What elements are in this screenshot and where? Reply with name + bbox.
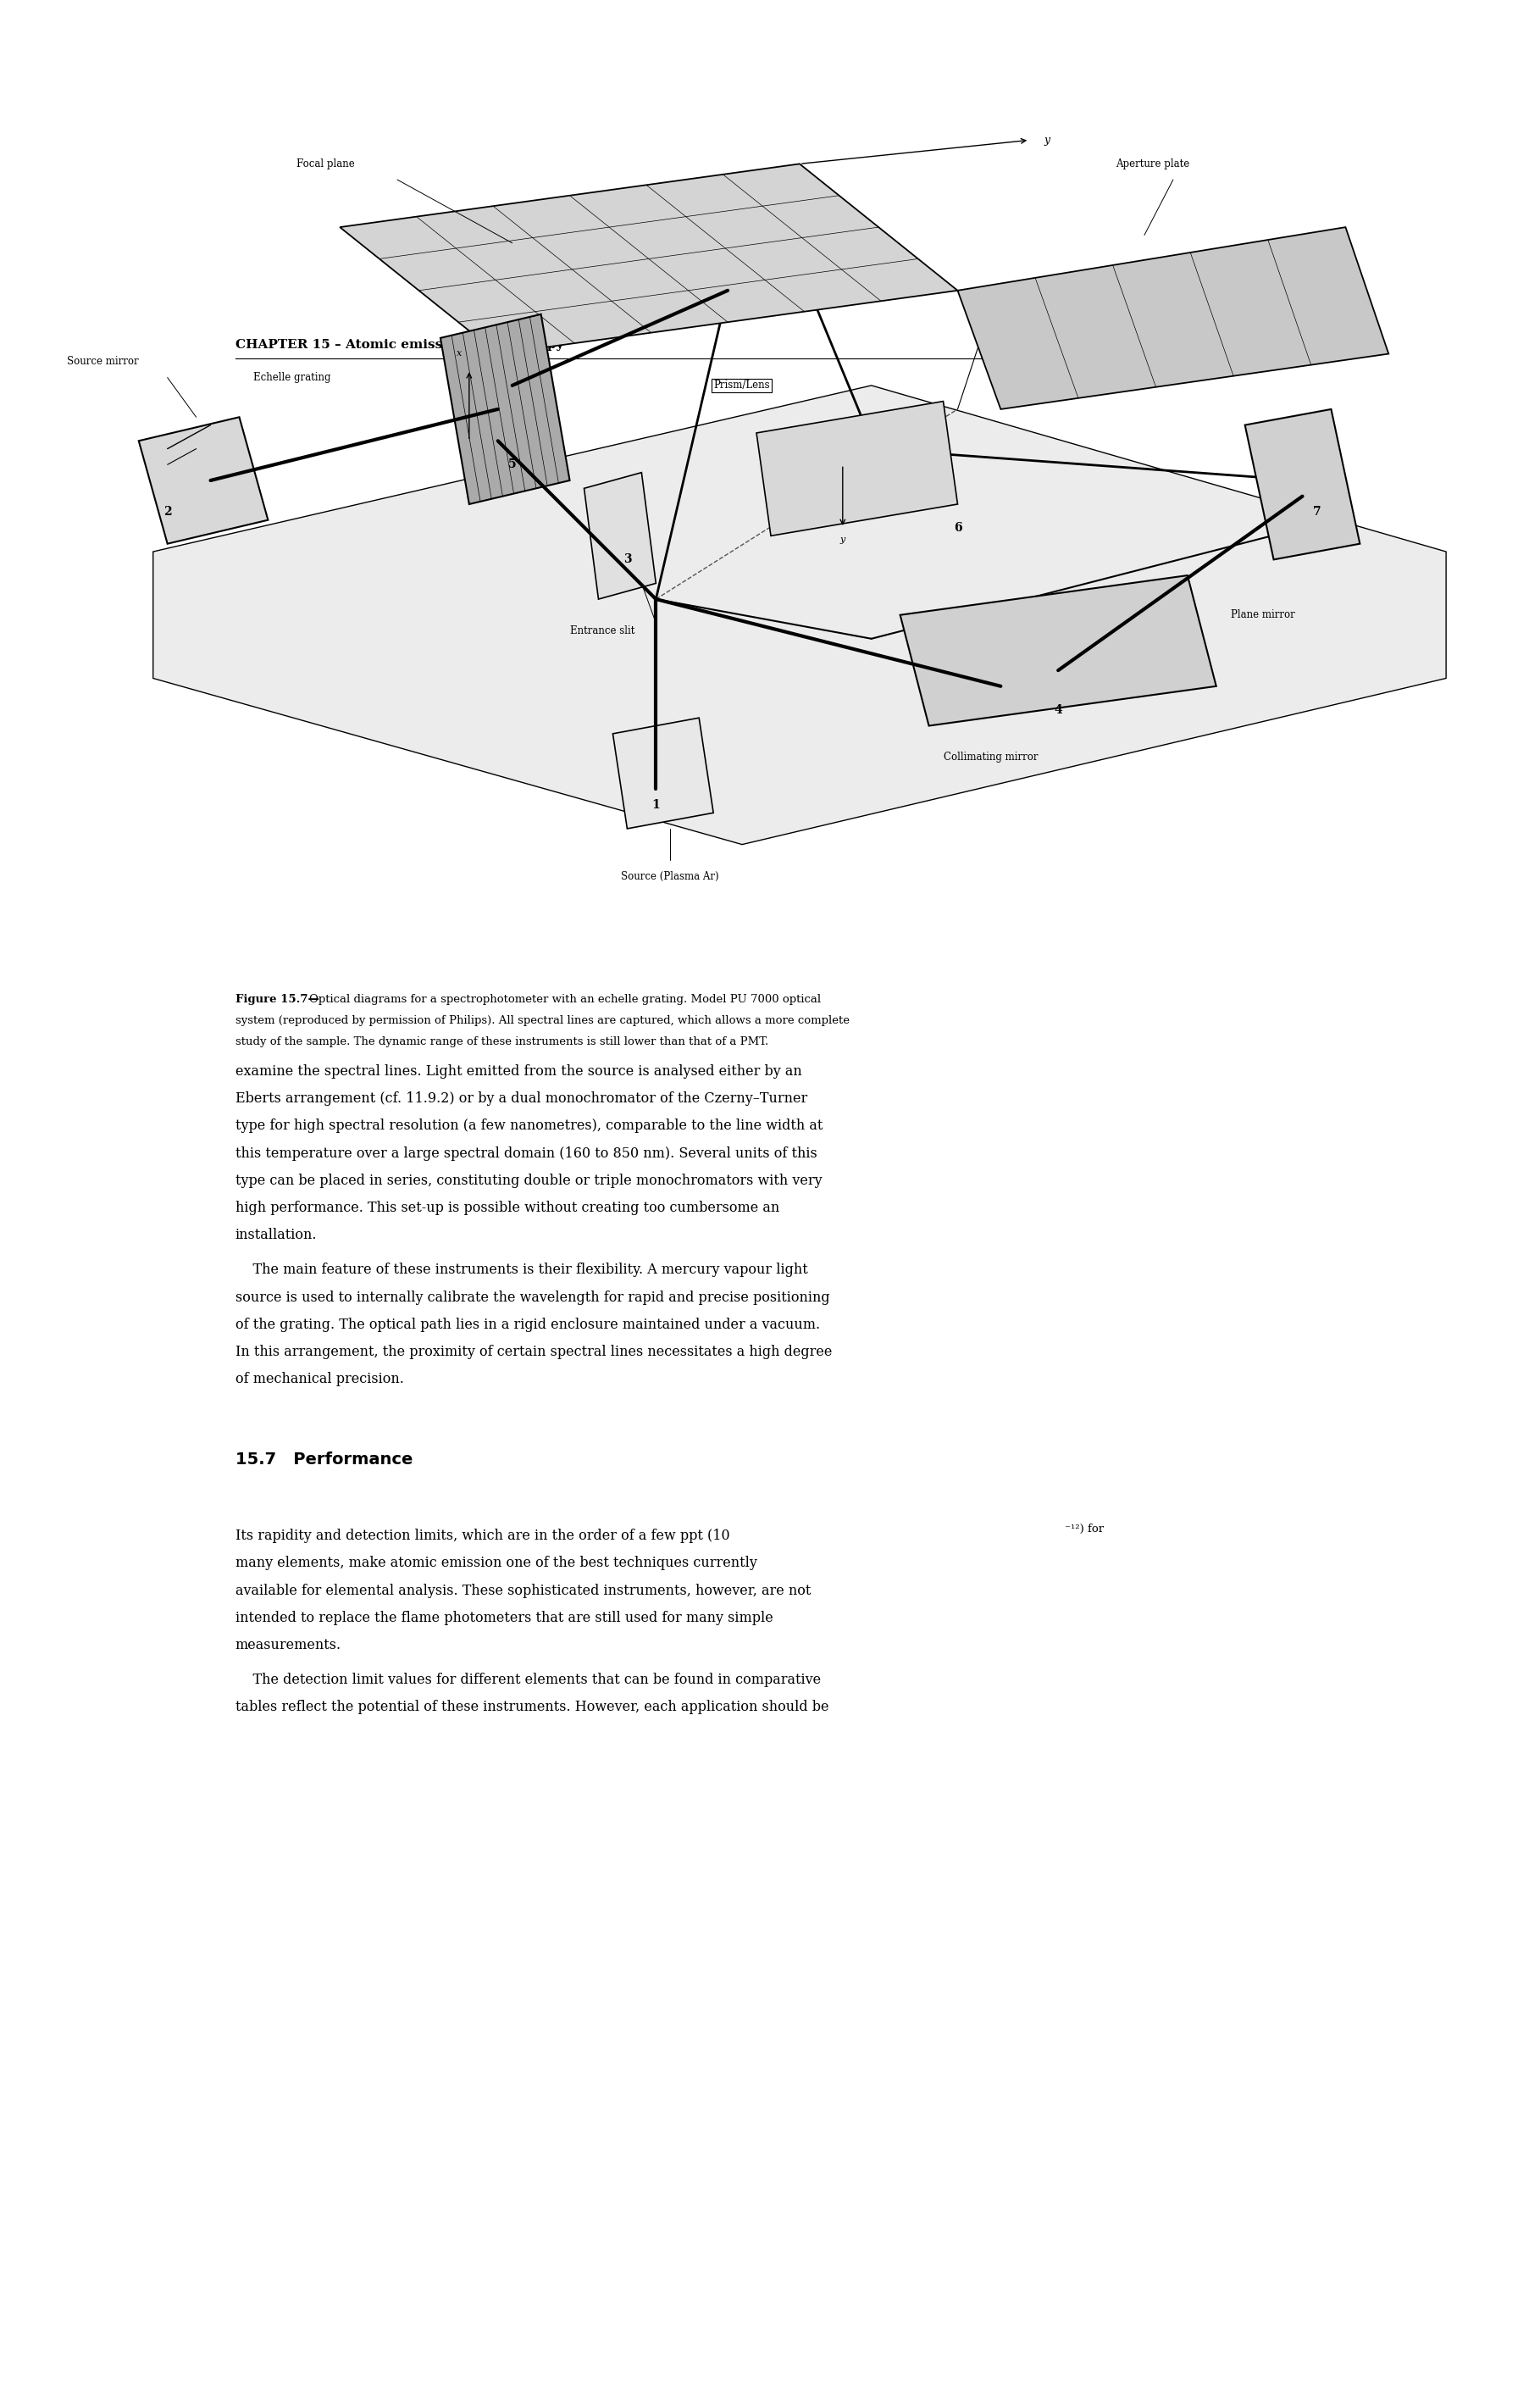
Text: high performance. This set-up is possible without creating too cumbersome an: high performance. This set-up is possibl… xyxy=(236,1201,779,1216)
Text: y: y xyxy=(839,535,845,544)
Text: system (reproduced by permission of Philips). All spectral lines are captured, w: system (reproduced by permission of Phil… xyxy=(236,1014,849,1026)
Text: installation.: installation. xyxy=(236,1228,317,1242)
Text: Figure 15.7—: Figure 15.7— xyxy=(236,993,319,1005)
Text: this temperature over a large spectral domain (160 to 850 nm). Several units of : this temperature over a large spectral d… xyxy=(236,1146,816,1161)
Text: type for high spectral resolution (a few nanometres), comparable to the line wid: type for high spectral resolution (a few… xyxy=(236,1120,822,1134)
Text: Focal plane: Focal plane xyxy=(297,158,356,170)
Text: y: y xyxy=(1044,134,1050,146)
Text: x: x xyxy=(457,350,462,357)
Text: of mechanical precision.: of mechanical precision. xyxy=(236,1372,403,1386)
Text: 7: 7 xyxy=(1312,506,1321,518)
Text: Plane mirror: Plane mirror xyxy=(1230,609,1295,621)
Text: Optical diagrams for a spectrophotometer with an echelle grating. Model PU 7000 : Optical diagrams for a spectrophotometer… xyxy=(310,993,821,1005)
Text: 5: 5 xyxy=(508,458,516,470)
Text: tables reflect the potential of these instruments. However, each application sho: tables reflect the potential of these in… xyxy=(236,1700,829,1715)
Polygon shape xyxy=(139,417,268,544)
Polygon shape xyxy=(584,472,656,600)
Polygon shape xyxy=(440,314,570,504)
Polygon shape xyxy=(1244,410,1360,559)
Polygon shape xyxy=(958,228,1389,410)
Text: many elements, make atomic emission one of the best techniques currently: many elements, make atomic emission one … xyxy=(236,1556,756,1571)
Polygon shape xyxy=(613,717,713,830)
Text: of the grating. The optical path lies in a rigid enclosure maintained under a va: of the grating. The optical path lies in… xyxy=(236,1317,819,1331)
Polygon shape xyxy=(901,576,1217,727)
Polygon shape xyxy=(152,386,1446,844)
Text: 2: 2 xyxy=(163,506,171,518)
Text: intended to replace the flame photometers that are still used for many simple: intended to replace the flame photometer… xyxy=(236,1611,773,1626)
Text: 15.7   Performance: 15.7 Performance xyxy=(236,1451,413,1468)
Text: study of the sample. The dynamic range of these instruments is still lower than : study of the sample. The dynamic range o… xyxy=(236,1036,768,1048)
Text: 1: 1 xyxy=(651,799,661,811)
Text: Echelle grating: Echelle grating xyxy=(254,372,331,384)
Text: Entrance slit: Entrance slit xyxy=(570,626,634,635)
Text: examine the spectral lines. Light emitted from the source is analysed either by : examine the spectral lines. Light emitte… xyxy=(236,1065,802,1079)
Text: Eberts arrangement (cf. 11.9.2) or by a dual monochromator of the Czerny–Turner: Eberts arrangement (cf. 11.9.2) or by a … xyxy=(236,1091,807,1105)
Text: 4: 4 xyxy=(1053,705,1063,717)
Text: Aperture plate: Aperture plate xyxy=(1115,158,1189,170)
Text: Collimating mirror: Collimating mirror xyxy=(942,753,1038,763)
Text: 3: 3 xyxy=(624,554,631,566)
Text: 6: 6 xyxy=(953,523,961,535)
Text: type can be placed in series, constituting double or triple monochromators with : type can be placed in series, constituti… xyxy=(236,1173,822,1187)
Text: 281: 281 xyxy=(1318,338,1344,350)
Polygon shape xyxy=(340,163,958,355)
Text: Source mirror: Source mirror xyxy=(66,357,139,367)
Text: measurements.: measurements. xyxy=(236,1638,342,1652)
Text: The detection limit values for different elements that can be found in comparati: The detection limit values for different… xyxy=(236,1674,821,1688)
Text: The main feature of these instruments is their flexibility. A mercury vapour lig: The main feature of these instruments is… xyxy=(236,1264,807,1278)
Polygon shape xyxy=(756,400,958,535)
Text: available for elemental analysis. These sophisticated instruments, however, are : available for elemental analysis. These … xyxy=(236,1583,810,1597)
Text: CHAPTER 15 – Atomic emission spectroscopy: CHAPTER 15 – Atomic emission spectroscop… xyxy=(236,338,564,350)
Text: In this arrangement, the proximity of certain spectral lines necessitates a high: In this arrangement, the proximity of ce… xyxy=(236,1345,832,1360)
Text: Source (Plasma Ar): Source (Plasma Ar) xyxy=(621,870,719,882)
Text: source is used to internally calibrate the wavelength for rapid and precise posi: source is used to internally calibrate t… xyxy=(236,1290,830,1305)
Text: Prism/Lens: Prism/Lens xyxy=(713,379,770,391)
Text: Its rapidity and detection limits, which are in the order of a few ppt (10: Its rapidity and detection limits, which… xyxy=(236,1530,730,1544)
Text: ⁻¹²) for: ⁻¹²) for xyxy=(1064,1523,1104,1535)
